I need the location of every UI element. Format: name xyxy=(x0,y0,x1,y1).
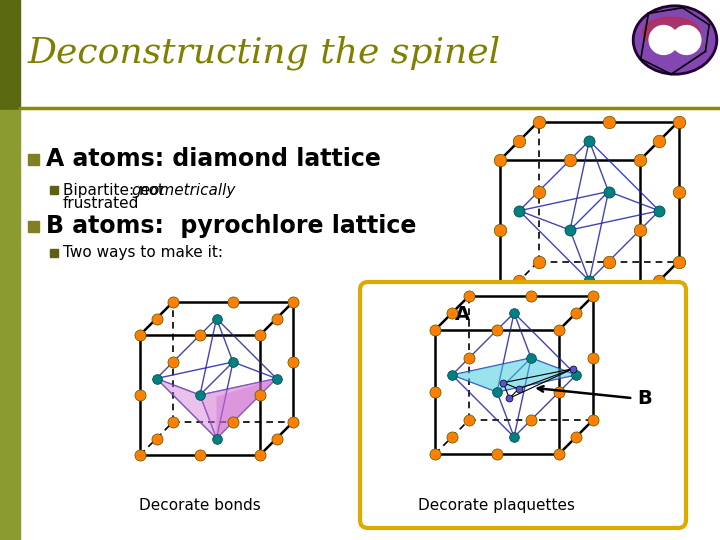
Ellipse shape xyxy=(643,17,700,48)
Bar xyxy=(28,154,39,165)
Polygon shape xyxy=(156,379,217,438)
Bar xyxy=(0,110,20,540)
Text: A atoms: diamond lattice: A atoms: diamond lattice xyxy=(46,147,381,171)
Bar xyxy=(50,186,58,194)
Text: B: B xyxy=(637,389,652,408)
Text: A: A xyxy=(455,305,470,324)
Circle shape xyxy=(649,25,678,55)
Text: Two ways to make it:: Two ways to make it: xyxy=(63,246,223,260)
Bar xyxy=(28,221,39,232)
FancyBboxPatch shape xyxy=(360,282,686,528)
Text: geometrically: geometrically xyxy=(132,183,236,198)
Bar xyxy=(50,249,58,257)
Text: Bipartite: not: Bipartite: not xyxy=(63,183,169,198)
Bar xyxy=(20,108,720,540)
Text: Decorate plaquettes: Decorate plaquettes xyxy=(418,498,575,513)
Polygon shape xyxy=(200,379,276,438)
Polygon shape xyxy=(217,379,276,438)
Text: frustrated: frustrated xyxy=(63,195,140,211)
Polygon shape xyxy=(452,358,576,392)
Text: B atoms:  pyrochlore lattice: B atoms: pyrochlore lattice xyxy=(46,214,416,238)
Circle shape xyxy=(672,25,701,55)
Bar xyxy=(0,0,20,110)
Ellipse shape xyxy=(633,6,717,74)
Text: Decorate bonds: Decorate bonds xyxy=(139,498,261,513)
Text: Deconstructing the spinel: Deconstructing the spinel xyxy=(28,36,501,70)
